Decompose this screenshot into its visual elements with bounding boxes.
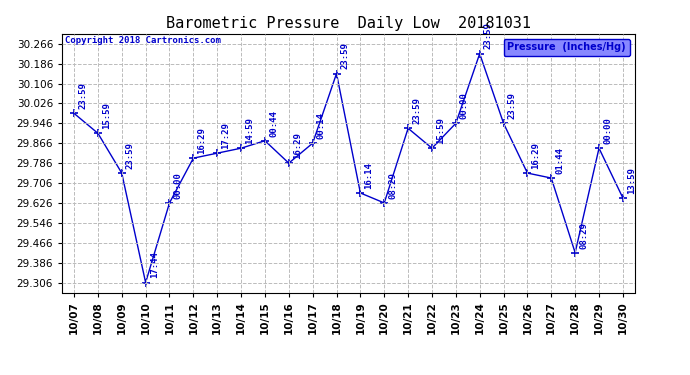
Text: Copyright 2018 Cartronics.com: Copyright 2018 Cartronics.com bbox=[65, 36, 221, 45]
Text: 17:29: 17:29 bbox=[221, 122, 230, 149]
Text: 17:44: 17:44 bbox=[150, 252, 159, 278]
Text: 08:29: 08:29 bbox=[388, 172, 397, 199]
Text: 23:59: 23:59 bbox=[126, 142, 135, 169]
Text: 23:59: 23:59 bbox=[508, 92, 517, 119]
Text: 23:59: 23:59 bbox=[341, 42, 350, 69]
Text: 14:59: 14:59 bbox=[245, 117, 254, 144]
Text: 00:00: 00:00 bbox=[460, 92, 469, 119]
Text: 16:29: 16:29 bbox=[293, 132, 302, 159]
Title: Barometric Pressure  Daily Low  20181031: Barometric Pressure Daily Low 20181031 bbox=[166, 16, 531, 31]
Text: 01:44: 01:44 bbox=[555, 147, 564, 174]
Text: 08:29: 08:29 bbox=[580, 222, 589, 249]
Text: 16:29: 16:29 bbox=[197, 127, 206, 154]
Text: 00:44: 00:44 bbox=[269, 110, 278, 136]
Text: 13:59: 13:59 bbox=[627, 167, 636, 194]
Text: 00:00: 00:00 bbox=[174, 172, 183, 199]
Text: 00:00: 00:00 bbox=[603, 117, 612, 144]
Text: 23:59: 23:59 bbox=[484, 22, 493, 50]
Text: 23:59: 23:59 bbox=[78, 82, 87, 109]
Legend: Pressure  (Inches/Hg): Pressure (Inches/Hg) bbox=[504, 39, 630, 56]
Text: 16:29: 16:29 bbox=[531, 142, 540, 169]
Text: 15:59: 15:59 bbox=[436, 117, 445, 144]
Text: 23:59: 23:59 bbox=[412, 97, 422, 124]
Text: 00:14: 00:14 bbox=[317, 112, 326, 139]
Text: 16:14: 16:14 bbox=[364, 162, 373, 189]
Text: 15:59: 15:59 bbox=[102, 102, 111, 129]
